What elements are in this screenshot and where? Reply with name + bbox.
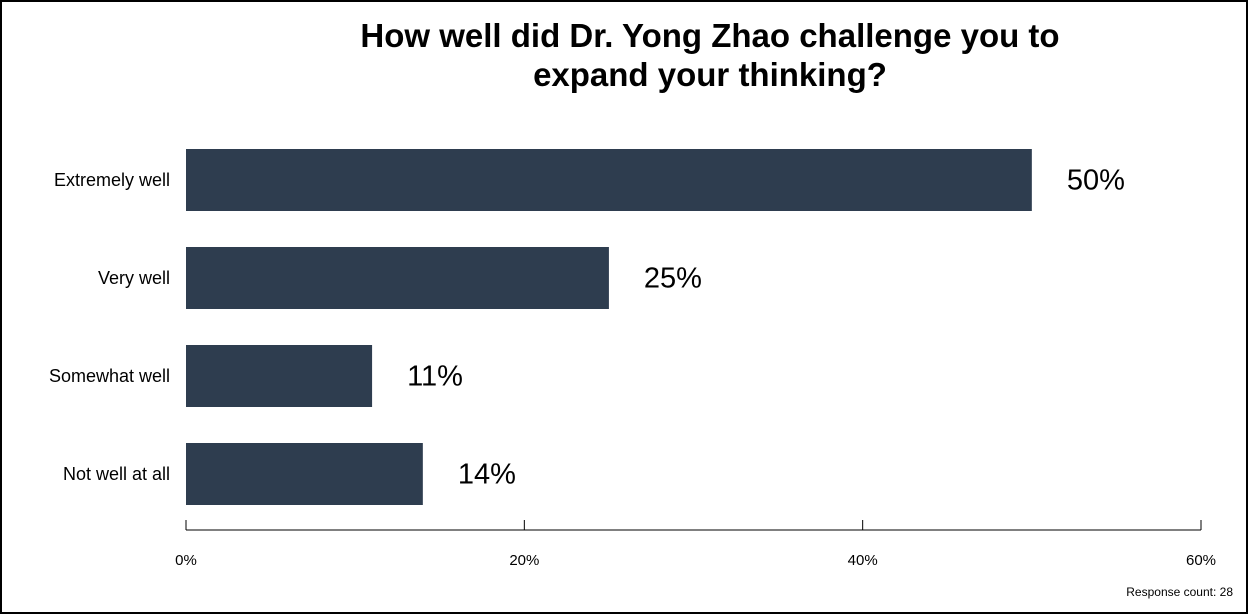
- bar: [186, 149, 1032, 211]
- value-label: 11%: [407, 361, 463, 393]
- bar: [186, 247, 609, 309]
- footnote: Response count: 28: [1126, 585, 1233, 599]
- bar: [186, 443, 423, 505]
- value-label: 14%: [458, 459, 516, 491]
- x-tick-label: 20%: [509, 552, 539, 569]
- chart-title: How well did Dr. Yong Zhao challenge you…: [360, 17, 1060, 93]
- y-tick-label: Not well at all: [63, 464, 170, 484]
- y-tick-label: Very well: [98, 268, 170, 288]
- y-tick-label: Somewhat well: [49, 366, 170, 386]
- value-label: 50%: [1067, 165, 1125, 197]
- x-tick-label: 60%: [1186, 552, 1216, 569]
- value-label: 25%: [644, 263, 702, 295]
- bar: [186, 345, 373, 407]
- x-tick-label: 0%: [175, 552, 197, 569]
- x-tick-label: 40%: [848, 552, 878, 569]
- y-tick-label: Extremely well: [54, 170, 170, 190]
